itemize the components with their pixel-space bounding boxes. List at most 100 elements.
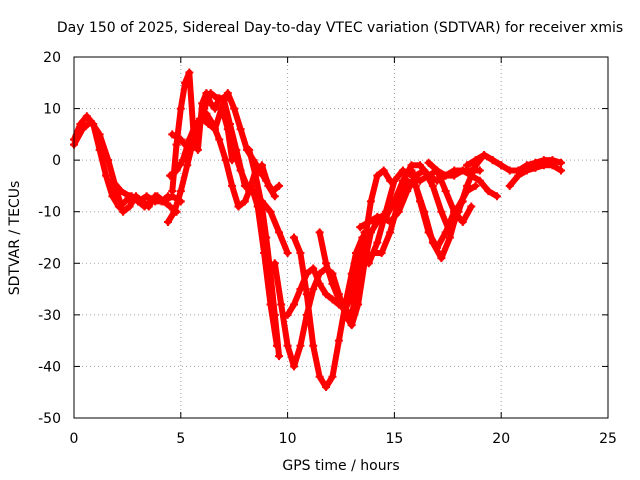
data-point <box>334 336 343 345</box>
data-point <box>315 279 324 288</box>
data-point <box>467 202 476 211</box>
data-point <box>275 352 284 361</box>
data-point <box>450 166 459 175</box>
data-point <box>480 150 489 159</box>
data-point <box>236 166 245 175</box>
series-layer <box>70 68 566 392</box>
data-point <box>424 228 433 237</box>
data-point <box>290 233 299 242</box>
data-point <box>181 78 190 87</box>
data-point <box>488 156 497 165</box>
y-tick-label: -10 <box>38 205 61 221</box>
y-tick-label: -30 <box>38 308 61 324</box>
data-point <box>257 202 266 211</box>
data-point <box>275 228 284 237</box>
data-point <box>557 158 566 167</box>
data-point <box>296 341 305 350</box>
data-point <box>230 104 239 113</box>
data-point <box>270 310 279 319</box>
data-point <box>270 192 279 201</box>
data-point <box>219 109 228 118</box>
data-point <box>437 254 446 263</box>
data-point <box>398 166 407 175</box>
data-point <box>223 89 232 98</box>
data-point <box>95 130 104 139</box>
series-markers-8 <box>219 109 279 201</box>
data-point <box>475 166 484 175</box>
data-point <box>228 140 237 149</box>
data-point <box>296 248 305 257</box>
data-point <box>262 233 271 242</box>
data-point <box>166 202 175 211</box>
data-point <box>191 120 200 129</box>
data-point <box>531 163 540 172</box>
y-tick-label: -40 <box>38 359 61 375</box>
data-point <box>347 321 356 330</box>
series-markers-21 <box>505 161 566 190</box>
data-point <box>185 135 194 144</box>
data-point <box>275 181 284 190</box>
data-point <box>356 223 365 232</box>
data-point <box>403 187 412 196</box>
x-tick-label: 5 <box>176 431 185 447</box>
x-tick-label: 15 <box>385 431 403 447</box>
data-point <box>315 228 324 237</box>
data-point <box>134 197 143 206</box>
data-point <box>125 202 134 211</box>
data-point <box>366 197 375 206</box>
data-point <box>347 290 356 299</box>
data-point <box>437 207 446 216</box>
data-point <box>475 176 484 185</box>
y-tick-label: 10 <box>43 102 61 118</box>
data-point <box>168 187 177 196</box>
data-point <box>251 171 260 180</box>
data-point <box>394 207 403 216</box>
series-line-8 <box>220 110 278 200</box>
x-tick-label: 20 <box>492 431 510 447</box>
data-point <box>204 120 213 129</box>
data-point <box>159 197 168 206</box>
data-point <box>245 187 254 196</box>
grid-layer <box>74 57 608 418</box>
series-line-6 <box>169 90 291 256</box>
data-point <box>144 202 153 211</box>
data-point <box>497 161 506 170</box>
tick-layer: 0 5 10 15 20 25 -50 -40 -30 -20 -10 0 10 20 <box>38 50 617 447</box>
data-point <box>176 104 185 113</box>
data-point <box>354 259 363 268</box>
data-point <box>322 259 331 268</box>
data-point <box>505 166 514 175</box>
data-point <box>377 212 386 221</box>
y-tick-label: -20 <box>38 256 61 272</box>
data-point <box>328 372 337 381</box>
data-point <box>381 207 390 216</box>
x-tick-label: 25 <box>599 431 617 447</box>
series-markers-9 <box>245 145 284 361</box>
data-point <box>347 310 356 319</box>
data-point <box>539 161 548 170</box>
chart-title: Day 150 of 2025, Sidereal Day-to-day VTE… <box>57 20 623 36</box>
data-point <box>82 112 91 121</box>
y-tick-label: 20 <box>43 50 61 66</box>
data-point <box>217 104 226 113</box>
data-point <box>119 207 128 216</box>
data-point <box>290 300 299 309</box>
data-point <box>377 248 386 257</box>
data-point <box>441 171 450 180</box>
data-point <box>450 207 459 216</box>
data-point <box>200 104 209 113</box>
series-line-19 <box>425 159 475 225</box>
data-point <box>360 228 369 237</box>
data-point <box>277 300 286 309</box>
data-point <box>505 181 514 190</box>
data-point <box>183 161 192 170</box>
data-point <box>170 207 179 216</box>
data-point <box>328 279 337 288</box>
x-tick-label: 0 <box>70 431 79 447</box>
data-point <box>416 197 425 206</box>
data-point <box>166 171 175 180</box>
data-point <box>309 285 318 294</box>
data-point <box>428 181 437 190</box>
data-point <box>386 228 395 237</box>
